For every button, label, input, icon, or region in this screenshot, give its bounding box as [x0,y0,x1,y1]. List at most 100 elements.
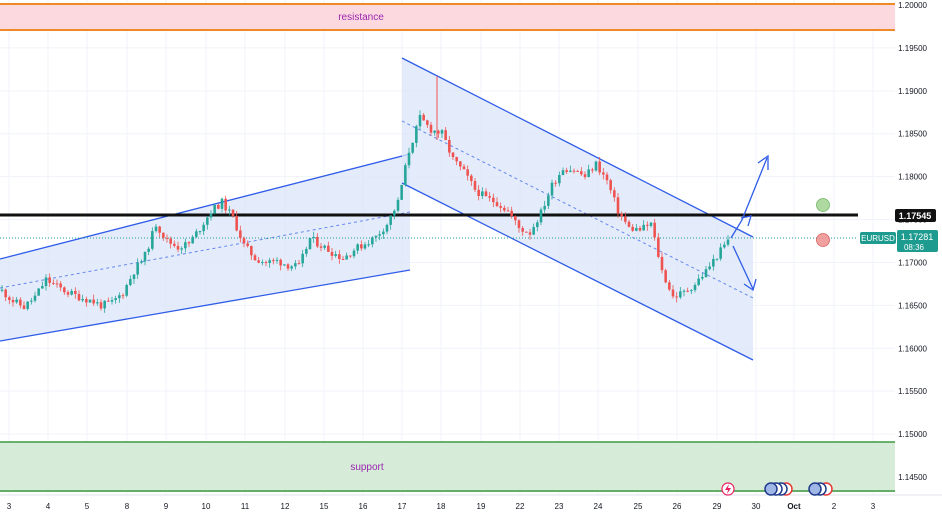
candle [290,266,293,269]
candle [158,226,161,233]
candle [107,300,110,302]
candle [297,263,301,265]
red-circle-marker[interactable] [816,233,830,247]
candle [481,191,484,196]
falling-channel-upper[interactable] [401,57,754,238]
rising-channel-lower[interactable] [0,269,411,342]
candle [66,292,70,295]
candle [202,224,205,232]
candle [510,210,513,217]
candle [308,237,312,249]
candle [85,299,88,303]
time-tick-label: 26 [673,502,682,511]
candle [448,139,451,153]
symbol-label: EURUSD [861,234,895,243]
candle [275,259,279,261]
candle [26,301,29,309]
rising-channel-upper[interactable] [0,153,411,260]
candle [682,290,686,292]
candle [426,120,429,125]
down-arrow[interactable] [732,245,757,292]
candle [195,231,198,237]
candle [671,289,675,297]
candle [96,302,99,304]
candle [609,180,612,191]
resistance-zone[interactable] [0,4,895,30]
candle [33,295,37,301]
candle [532,227,535,235]
candle [602,172,605,175]
candle [330,251,334,256]
candle [363,244,367,249]
candle [349,255,352,257]
candle [638,227,642,231]
candle [103,300,106,309]
candle [279,259,282,266]
price-tag[interactable]: EURUSD 1.17281 08:36 [860,230,938,252]
price-tick-label: 1.16500 [898,301,927,310]
event-icons[interactable] [764,482,793,496]
candle [63,287,66,293]
price-tick-label: 1.17000 [898,258,927,267]
candle [514,216,517,221]
lightning-icon[interactable] [721,482,735,496]
candle [536,222,539,228]
time-axis[interactable]: 3 4 5 8 9 10 11 12 15 16 17 18 19 22 23 24 25 26 29 30 Oct 2 3 [7,502,876,511]
candle [418,114,422,127]
time-tick-label: 9 [164,502,169,511]
candle [305,248,308,254]
candle [554,182,557,184]
candle [591,169,594,171]
candle [367,244,370,246]
candle [121,295,125,297]
candle [587,169,590,177]
candle [140,261,143,263]
candle [37,288,40,296]
candle [455,157,458,162]
candle [690,290,693,292]
key-level-tag[interactable]: 1.17545 [895,209,936,222]
support-zone[interactable] [0,442,895,492]
price-tick-label: 1.18000 [898,173,927,182]
candle [125,285,128,296]
candle [620,213,623,217]
candle [484,191,488,197]
flag-icons[interactable] [808,482,833,496]
candle [488,196,491,198]
time-tick-label: 10 [202,502,211,511]
candle [660,256,664,271]
candle [649,222,653,226]
candle [184,242,187,249]
green-circle-marker[interactable] [816,198,830,212]
time-tick-label: 29 [713,502,722,511]
time-tick-label: 8 [125,502,130,511]
candle [440,130,444,134]
candle [143,251,147,262]
candle [19,299,22,306]
time-tick-label: 30 [752,502,761,511]
price-tick-label: 1.15000 [898,430,927,439]
candle [206,217,209,225]
last-price-label: 1.17281 [901,232,934,242]
candle [378,234,381,236]
time-tick-label: 4 [46,502,51,511]
key-level-tag-text: 1.17545 [899,211,932,221]
candle [4,289,7,298]
time-tick-label: 19 [477,502,486,511]
candle [708,266,711,270]
up-arrow[interactable] [730,154,769,239]
candle [646,224,649,226]
candle [624,216,627,222]
candle [268,260,271,263]
candle [132,274,136,280]
candle [180,248,183,250]
candle [576,170,579,172]
candle [462,166,466,170]
candle [693,284,697,291]
candle [506,210,510,212]
price-tick-label: 1.16000 [898,344,927,353]
falling-channel-lower[interactable] [401,182,754,361]
candle [723,244,726,248]
